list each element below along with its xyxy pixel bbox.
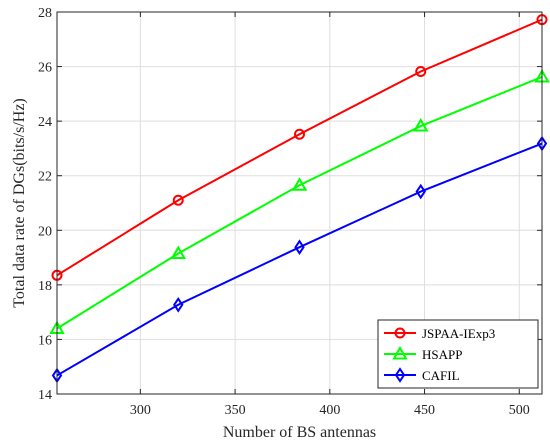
data-point-marker	[294, 128, 305, 140]
y-tick-label: 16	[38, 333, 52, 348]
legend-item: CAFIL	[384, 367, 460, 383]
y-tick-label: 28	[38, 6, 52, 21]
series-cafil	[51, 135, 548, 384]
data-point-marker	[170, 245, 186, 259]
x-tick-label: 400	[319, 403, 340, 418]
y-tick-label: 22	[38, 170, 52, 185]
axis-ticks: 300 350 400 450 500 14 16 18 20 22 24 26 28	[38, 6, 542, 418]
y-tick-label: 18	[38, 279, 52, 294]
x-tick-label: 350	[225, 403, 246, 418]
x-tick-label: 300	[130, 403, 151, 418]
legend-marker	[394, 327, 406, 339]
legend-marker	[392, 345, 408, 360]
x-tick-label: 500	[509, 403, 530, 418]
x-tick-label: 450	[414, 403, 435, 418]
legend-label: CAFIL	[422, 368, 460, 383]
series-hsapp	[49, 68, 550, 335]
y-tick-label: 26	[38, 61, 52, 76]
data-point-marker	[172, 194, 184, 206]
data-point-marker	[413, 118, 429, 132]
series-line	[56, 76, 543, 330]
legend-item: JSPAA-IExp3	[384, 326, 495, 341]
data-point-marker	[291, 177, 308, 191]
legend-marker	[394, 367, 406, 383]
legend-label: JSPAA-IExp3	[422, 326, 495, 341]
legend: JSPAA-IExp3 HSAPP CAFIL	[377, 319, 539, 389]
x-axis-label: Number of BS antennas	[223, 424, 376, 441]
legend-item: HSAPP	[384, 345, 462, 362]
series-line	[56, 142, 543, 377]
series-group	[49, 14, 550, 384]
data-point-marker	[173, 296, 184, 313]
data-point-marker	[415, 183, 426, 200]
plot-frame	[56, 11, 543, 395]
data-point-marker	[415, 65, 427, 77]
data-point-marker	[294, 239, 305, 256]
y-tick-label: 14	[38, 388, 52, 403]
y-tick-label: 24	[38, 115, 52, 130]
y-axis-label: Total data rate of DGs(bits/s/Hz)	[11, 98, 28, 307]
y-tick-label: 20	[38, 224, 52, 239]
legend-label: HSAPP	[422, 347, 462, 362]
series-line	[56, 18, 543, 277]
